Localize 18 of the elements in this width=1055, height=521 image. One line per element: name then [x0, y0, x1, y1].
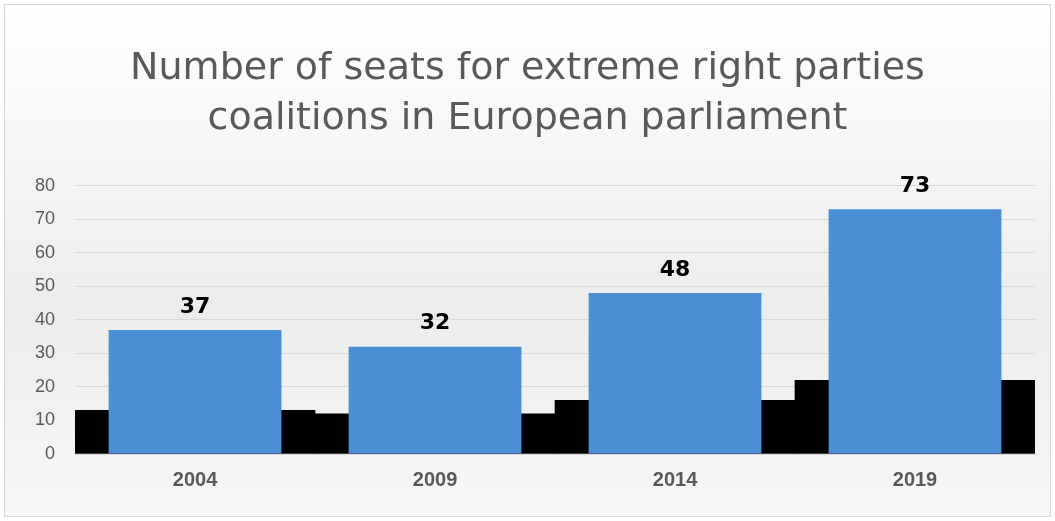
- y-tick-label: 40: [34, 308, 56, 329]
- y-tick-label: 60: [34, 241, 56, 262]
- data-label: 48: [659, 255, 691, 281]
- y-tick-label: 50: [34, 275, 56, 296]
- data-label: 73: [899, 171, 931, 197]
- y-tick-label: 80: [34, 174, 56, 195]
- x-tick-label: 2009: [412, 467, 458, 490]
- y-tick-label: 70: [34, 208, 56, 229]
- y-tick-label: 0: [45, 442, 56, 463]
- x-tick-label: 2004: [172, 467, 219, 490]
- data-label: 32: [419, 309, 451, 335]
- chart-title: Number of seats for extreme right parties coalitions in European parliament: [129, 43, 926, 140]
- x-tick-label: 2014: [652, 467, 699, 490]
- y-tick-label: 20: [34, 375, 56, 396]
- y-tick-label: 30: [34, 342, 56, 363]
- x-tick-label: 2019: [892, 467, 938, 490]
- data-label: 37: [179, 292, 211, 318]
- y-tick-label: 10: [34, 409, 56, 430]
